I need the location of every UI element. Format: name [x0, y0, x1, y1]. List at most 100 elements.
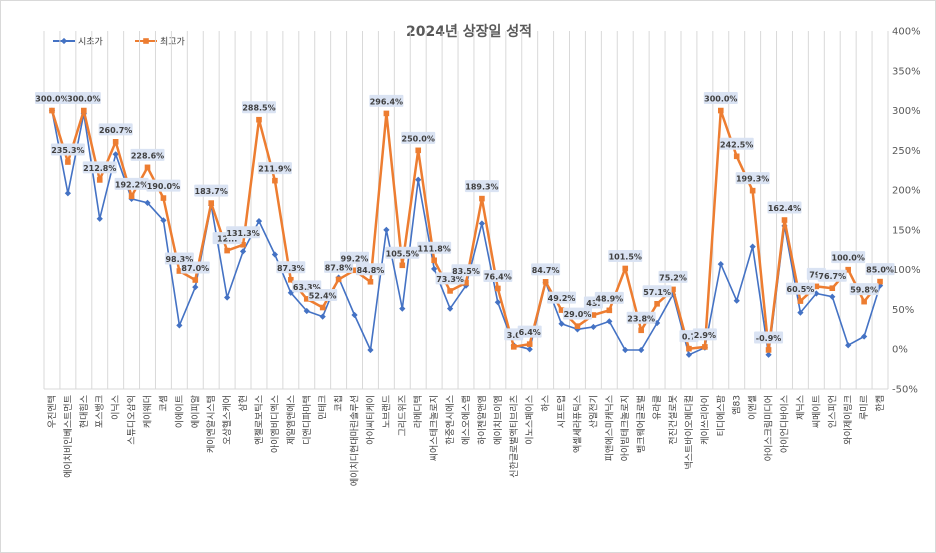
y-tick-label: 300% — [892, 106, 921, 117]
y-tick-label: 250% — [892, 146, 921, 157]
x-category-label: 포스뱅크 — [95, 395, 106, 428]
legend-swatch-marker — [60, 37, 68, 45]
open-price-point — [845, 342, 852, 349]
high-price-point — [399, 262, 406, 269]
data-label-bg — [517, 325, 542, 338]
high-price-point — [415, 147, 422, 154]
high-price-point — [272, 177, 278, 184]
x-category-label: 삼현 — [238, 395, 249, 412]
data-label-bg — [692, 328, 717, 341]
open-price-point — [176, 322, 183, 329]
x-category-label: 씨어스테크놀로지 — [429, 395, 440, 461]
data-label-bg — [817, 269, 847, 282]
open-price-point — [271, 251, 279, 258]
open-price-point — [64, 190, 71, 197]
data-label-bg — [98, 123, 133, 136]
series-line-high-price — [50, 109, 881, 352]
data-label: 211.9% — [258, 165, 291, 174]
x-category-label: 아이빔테크놀로지 — [620, 395, 631, 461]
data-label: 162.4% — [768, 204, 801, 213]
data-label-bg — [417, 241, 452, 254]
data-label-bg — [849, 283, 879, 296]
x-category-label: 엑셀세라퓨틱스 — [571, 395, 583, 453]
data-label: 300.0% — [35, 95, 68, 104]
data-label: 3.0 — [507, 331, 522, 340]
data-label: 296.4% — [370, 97, 403, 106]
data-label-bg — [340, 251, 370, 264]
data-label: 12... — [217, 235, 237, 244]
x-category-label: 라메디텍 — [413, 395, 424, 428]
open-price-point — [303, 307, 310, 315]
data-label: 76.4% — [484, 272, 512, 281]
data-label-bg — [767, 201, 802, 214]
x-category-label: 그리드위즈 — [397, 395, 408, 436]
high-price-point — [686, 345, 692, 352]
open-price-point — [224, 294, 231, 301]
high-price-point — [781, 217, 788, 223]
x-category-label: 에이피알 — [190, 395, 201, 428]
data-label-bg — [324, 260, 354, 273]
data-label-bg — [66, 92, 101, 105]
high-price-point — [654, 300, 660, 307]
x-category-label: 유라클 — [652, 395, 663, 420]
open-price-point — [861, 333, 868, 340]
high-price-point — [447, 288, 453, 294]
open-price-point — [685, 351, 693, 358]
high-price-point — [479, 195, 485, 202]
open-price-point — [399, 305, 406, 312]
data-label: 192.2% — [115, 180, 148, 189]
y-tick-label: 100% — [892, 265, 921, 276]
data-label-bg — [785, 282, 815, 295]
x-category-label: 아이엠비디엑스 — [269, 395, 281, 453]
x-category-label: 이노스페이스 — [525, 395, 536, 445]
data-label-bg — [355, 263, 385, 276]
data-label: 49.2% — [548, 294, 576, 303]
data-label: 63.3% — [293, 283, 321, 292]
high-price-point — [558, 307, 565, 313]
data-labels: 300.0% 235.3% 300.0% 212.8% 260.7% 192.2% 228.… — [34, 92, 895, 344]
high-price-point — [208, 200, 215, 206]
x-category-label: 노브랜드 — [381, 395, 392, 428]
data-label-bg — [642, 285, 672, 298]
high-price-point — [638, 327, 644, 334]
data-label: 52.4% — [309, 292, 337, 301]
data-label-bg — [703, 92, 738, 105]
open-price-point — [717, 260, 724, 268]
data-label: 101.5% — [609, 252, 642, 261]
legend-swatch-marker — [143, 38, 149, 44]
x-category-label: 에이치비인베스트먼트 — [62, 395, 74, 478]
data-label-bg — [531, 263, 561, 276]
data-label: 189.3% — [465, 183, 498, 192]
data-label: 183.7% — [195, 187, 228, 196]
x-category-label: 엠83 — [731, 395, 743, 415]
x-category-label: 전진건설로봇 — [668, 395, 679, 445]
x-category-label: 루미르 — [859, 395, 870, 420]
high-price-point — [829, 285, 836, 292]
data-label-bg — [130, 148, 165, 161]
x-category-label: 한중엔시에스 — [445, 395, 456, 445]
high-price-point — [845, 266, 851, 273]
data-label: -0.9% — [756, 334, 782, 343]
open-price-point — [160, 217, 167, 224]
data-label: 300.0% — [704, 95, 737, 104]
high-price-point — [65, 159, 71, 165]
x-category-label: 산일전기 — [588, 395, 599, 428]
high-price-point — [81, 107, 87, 114]
data-label: 43. — [586, 299, 600, 308]
open-price-point — [606, 318, 613, 325]
data-label-bg — [241, 101, 276, 114]
data-label-bg — [735, 172, 770, 185]
data-label: 288.5% — [242, 104, 275, 113]
open-price-point — [622, 346, 629, 354]
x-category-label: 씨메이트 — [811, 395, 822, 428]
x-category-label: 한켐 — [874, 395, 886, 412]
high-price-point — [192, 277, 199, 283]
high-price-point — [335, 276, 342, 283]
high-price-point — [510, 344, 517, 350]
data-label-bg — [464, 180, 499, 193]
data-label: 235.3% — [51, 146, 84, 155]
data-label: 79. — [809, 270, 823, 279]
x-category-label: 현대힘스 — [79, 395, 90, 428]
high-price-point — [542, 279, 549, 285]
